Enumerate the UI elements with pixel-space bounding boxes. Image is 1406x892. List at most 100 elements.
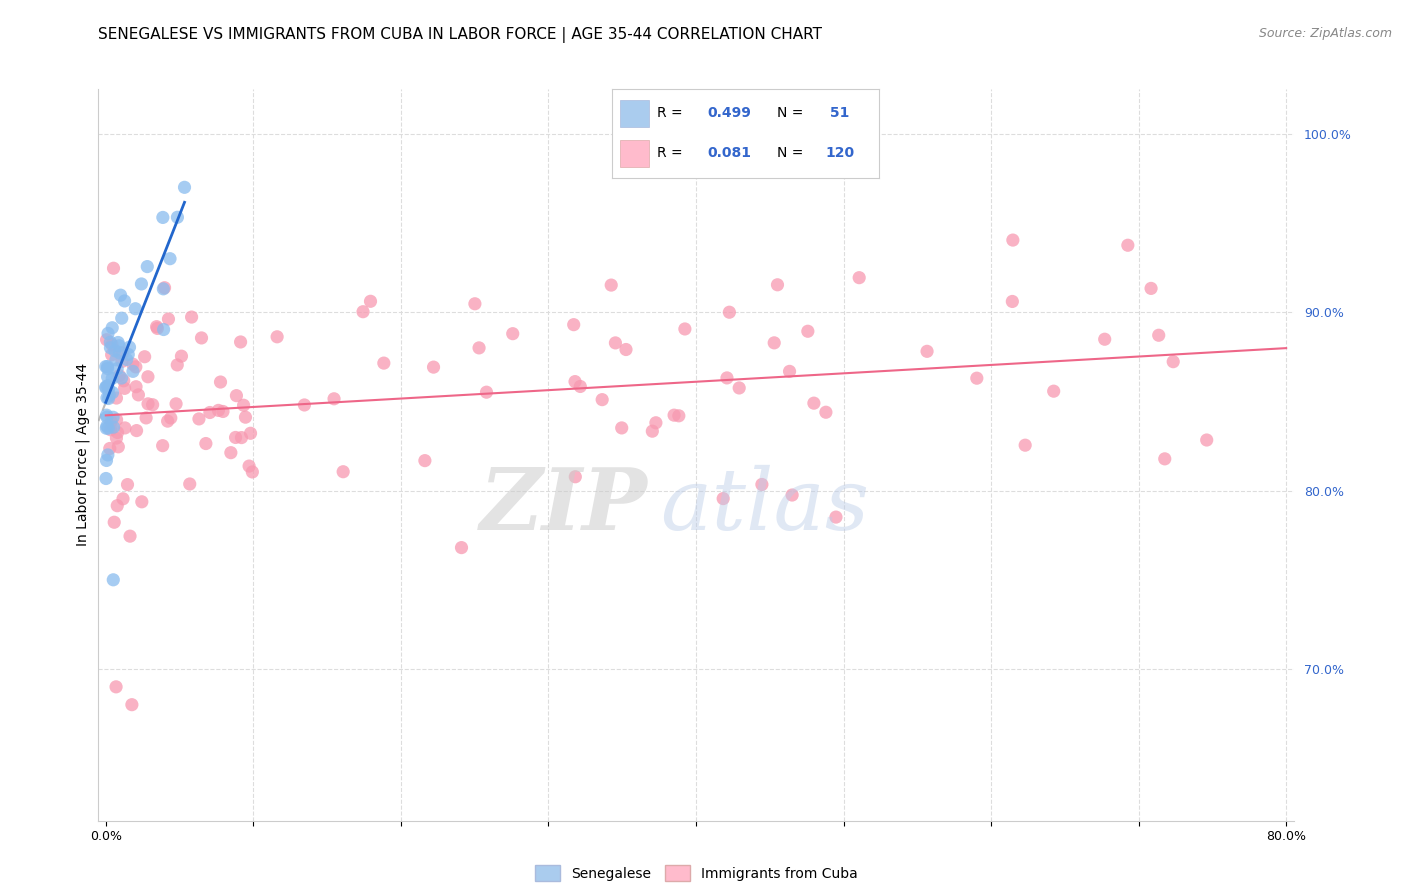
Text: 120: 120	[825, 146, 855, 161]
Point	[159, 411, 181, 425]
Point	[198, 405, 221, 419]
Point	[1140, 281, 1163, 295]
Point	[190, 331, 212, 345]
Point	[121, 357, 143, 371]
Y-axis label: In Labor Force | Age 35-44: In Labor Force | Age 35-44	[76, 363, 90, 547]
Point	[108, 368, 131, 383]
Point	[564, 469, 586, 483]
Point	[610, 421, 633, 435]
Point	[136, 369, 159, 384]
Text: 0.081: 0.081	[707, 146, 752, 161]
Point	[98, 388, 121, 402]
Point	[235, 410, 257, 425]
Point	[105, 499, 128, 513]
Point	[468, 341, 491, 355]
Point	[797, 324, 820, 338]
Point	[105, 413, 128, 427]
Point	[166, 358, 188, 372]
Point	[101, 385, 124, 400]
Point	[562, 318, 585, 332]
Point	[105, 431, 128, 445]
Point	[591, 392, 613, 407]
Point	[238, 459, 260, 474]
Point	[232, 398, 254, 412]
Point	[1195, 433, 1218, 447]
Point	[915, 344, 938, 359]
Point	[751, 477, 773, 491]
Point	[105, 361, 128, 376]
Point	[114, 421, 136, 435]
Point	[104, 352, 127, 367]
Point	[97, 392, 120, 406]
Text: N =: N =	[778, 106, 808, 120]
Point	[111, 354, 134, 368]
Point	[1094, 332, 1116, 346]
Point	[569, 379, 592, 393]
Point	[94, 471, 117, 485]
Point	[673, 322, 696, 336]
Point	[716, 371, 738, 385]
Point	[814, 405, 837, 419]
Point	[107, 335, 129, 350]
Text: atlas: atlas	[661, 465, 869, 548]
Point	[118, 529, 141, 543]
Point	[100, 341, 122, 355]
Point	[122, 364, 145, 378]
Point	[104, 343, 127, 358]
Point	[103, 420, 125, 434]
Point	[352, 304, 374, 318]
Point	[145, 319, 167, 334]
Point	[111, 345, 134, 359]
Point	[117, 347, 139, 361]
Point	[131, 495, 153, 509]
Point	[763, 335, 786, 350]
Point	[100, 348, 122, 362]
Point	[728, 381, 751, 395]
Point	[101, 320, 124, 334]
Point	[1042, 384, 1064, 399]
Point	[1001, 233, 1024, 247]
Point	[94, 381, 117, 395]
Point	[641, 424, 664, 438]
Point	[1001, 294, 1024, 309]
Point	[173, 180, 195, 194]
Point	[165, 397, 187, 411]
Point	[605, 335, 627, 350]
Point	[100, 423, 122, 437]
Point	[153, 281, 176, 295]
Point	[803, 396, 825, 410]
Point	[1161, 354, 1184, 368]
Point	[100, 415, 122, 429]
Point	[97, 382, 120, 396]
Point	[644, 416, 666, 430]
Point	[125, 424, 148, 438]
Text: 51: 51	[825, 106, 849, 120]
Point	[179, 477, 201, 491]
Point	[94, 359, 117, 374]
Point	[156, 414, 179, 428]
Point	[360, 294, 382, 309]
Point	[239, 426, 262, 441]
Point	[114, 293, 136, 308]
Point	[157, 312, 180, 326]
Point	[146, 321, 169, 335]
Point	[118, 340, 141, 354]
Point	[825, 510, 848, 524]
Point	[125, 359, 148, 374]
Point	[97, 326, 120, 341]
Point	[121, 698, 143, 712]
Point	[142, 398, 165, 412]
Point	[1014, 438, 1036, 452]
Point	[98, 335, 121, 350]
Point	[668, 409, 690, 423]
Point	[115, 352, 138, 367]
Point	[475, 385, 498, 400]
Point	[152, 439, 174, 453]
Point	[422, 360, 444, 375]
Text: 0.499: 0.499	[707, 106, 752, 120]
Point	[135, 411, 157, 425]
Point	[152, 322, 174, 336]
Point	[110, 371, 132, 385]
Point	[96, 410, 118, 425]
Point	[718, 305, 741, 319]
